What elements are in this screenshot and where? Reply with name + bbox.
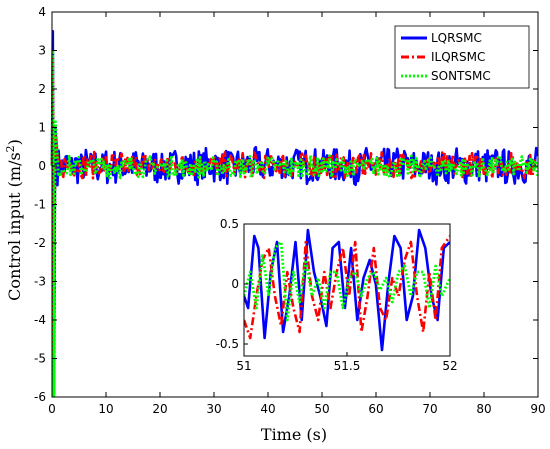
inset-x-tick-label: 52 (442, 359, 457, 373)
inset-line-ilqrsmc (244, 235, 450, 340)
y-axis-label-close: ) (5, 139, 24, 145)
y-tick-label: 3 (38, 44, 46, 58)
legend-label-sontsmc: SONTSMC (431, 69, 491, 83)
x-tick-label: 10 (98, 402, 113, 416)
inset-x-tick-label: 51 (236, 359, 251, 373)
inset-plot: 51 51.5 52 0.5 0 -0.5 (216, 217, 458, 373)
y-axis-label-exponent: 2 (4, 145, 17, 152)
y-tick-label: 4 (38, 5, 46, 19)
y-axis-label-main: Control input (m/s (5, 152, 24, 301)
y-tick-label: 2 (38, 82, 46, 96)
legend: LQRSMC ILQRSMC SONTSMC (394, 25, 530, 89)
x-tick-label: 30 (206, 402, 221, 416)
x-tick-label: 60 (368, 402, 383, 416)
y-tick-label: -5 (34, 352, 46, 366)
y-tick-label: -6 (34, 390, 46, 404)
legend-label-lqrsmc: LQRSMC (431, 31, 482, 45)
inset-y-tick-label: -0.5 (216, 337, 239, 351)
y-tick-label: -3 (34, 275, 46, 289)
y-tick-label: -1 (34, 198, 46, 212)
inset-y-tick-label: 0.5 (220, 217, 239, 231)
y-tick-label: -4 (34, 313, 46, 327)
legend-label-ilqrsmc: ILQRSMC (431, 50, 485, 64)
x-tick-label: 50 (314, 402, 329, 416)
x-tick-label: 90 (530, 402, 545, 416)
x-tick-label: 40 (260, 402, 275, 416)
x-tick-label: 80 (476, 402, 491, 416)
x-axis-label: Time (s) (261, 425, 327, 444)
y-tick-label: -2 (34, 236, 46, 250)
x-tick-label: 0 (48, 402, 56, 416)
y-tick-label: 1 (38, 121, 46, 135)
series-line-sontsmc (50, 49, 539, 399)
inset-x-tick-label: 51.5 (334, 359, 361, 373)
x-tick-label: 70 (422, 402, 437, 416)
y-axis-label: Control input (m/s2) (4, 139, 24, 301)
x-tick-label: 20 (152, 402, 167, 416)
y-tick-label: 0 (38, 159, 46, 173)
inset-y-tick-label: 0 (231, 277, 239, 291)
